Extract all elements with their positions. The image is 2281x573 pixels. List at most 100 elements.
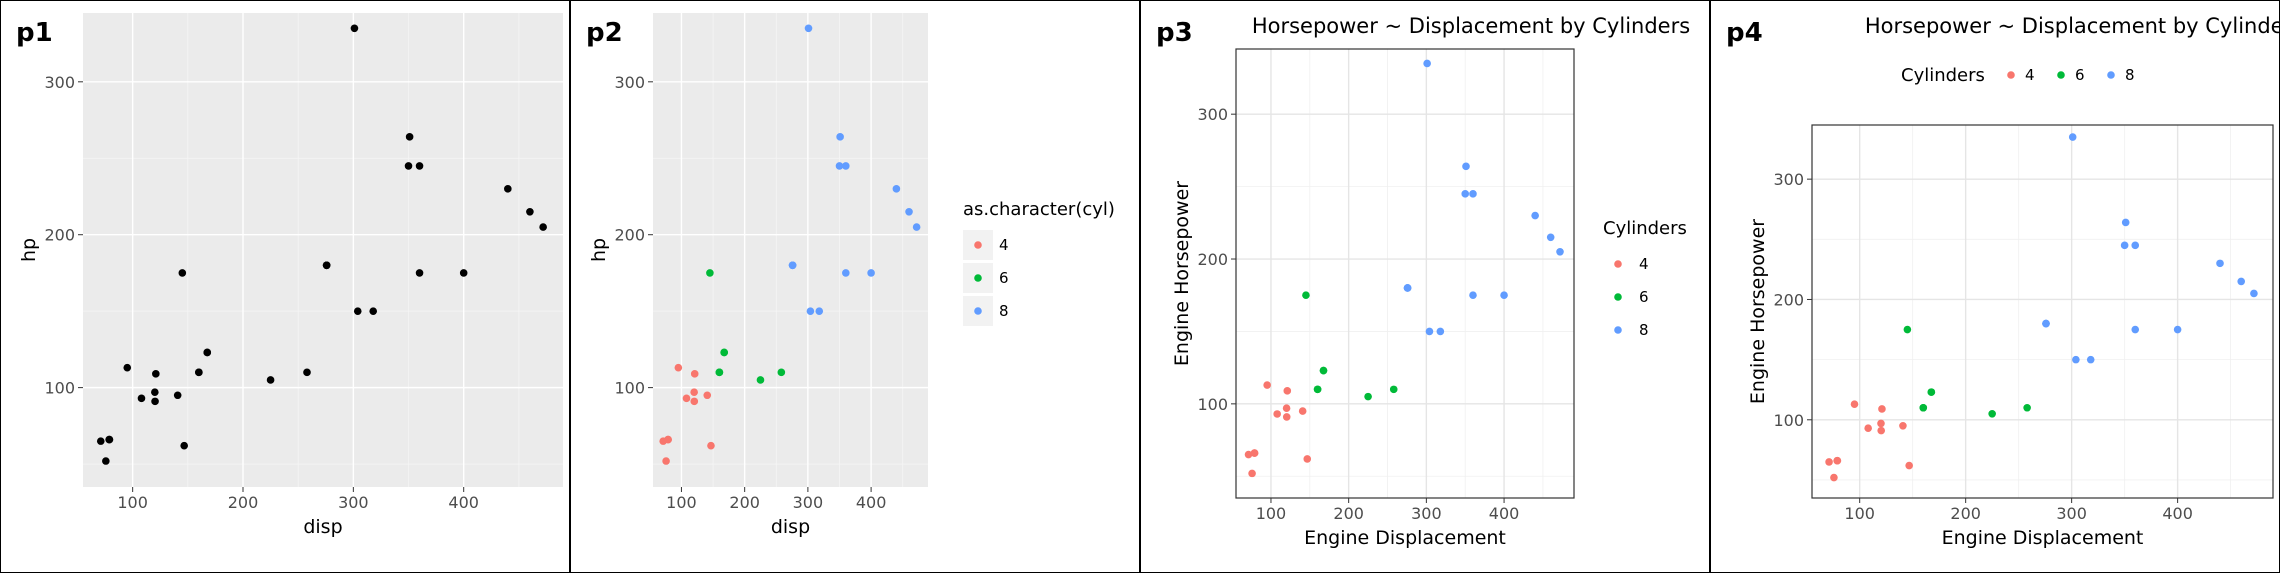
data-point bbox=[892, 185, 901, 193]
data-point bbox=[1833, 456, 1842, 465]
data-point bbox=[2023, 403, 2031, 412]
data-point bbox=[1403, 284, 1412, 292]
data-point bbox=[756, 376, 765, 384]
data-point bbox=[459, 269, 468, 277]
x-tick-label: 300 bbox=[1411, 504, 1442, 523]
data-point bbox=[96, 437, 105, 445]
legend-label: 4 bbox=[2025, 66, 2035, 84]
data-point bbox=[152, 370, 160, 378]
data-point bbox=[1389, 385, 1398, 394]
data-point bbox=[151, 397, 159, 406]
legend-label: 8 bbox=[2125, 66, 2135, 84]
x-tick-label: 200 bbox=[729, 493, 760, 512]
legend-key bbox=[1614, 293, 1622, 301]
data-point bbox=[1850, 400, 1859, 408]
data-point bbox=[266, 376, 275, 384]
x-tick-label: 300 bbox=[338, 493, 369, 512]
data-point bbox=[2131, 241, 2140, 250]
x-tick-label: 300 bbox=[793, 493, 824, 512]
data-point bbox=[690, 397, 699, 406]
data-point bbox=[1927, 388, 1936, 396]
x-tick-label: 400 bbox=[856, 493, 887, 512]
x-tick-label: 300 bbox=[2056, 504, 2087, 523]
data-point bbox=[1864, 424, 1872, 433]
data-point bbox=[369, 307, 378, 315]
data-point bbox=[788, 261, 797, 270]
data-point bbox=[1273, 410, 1281, 418]
legend-title: Cylinders bbox=[1603, 218, 1687, 239]
data-point bbox=[682, 394, 691, 403]
legend-key bbox=[2007, 71, 2015, 79]
y-axis-label: hp bbox=[588, 238, 610, 262]
legend-key bbox=[974, 307, 982, 315]
data-point bbox=[2120, 241, 2129, 250]
x-axis-label: Engine Displacement bbox=[1942, 527, 2144, 549]
data-point bbox=[203, 348, 212, 357]
data-point bbox=[690, 370, 699, 378]
x-tick-label: 200 bbox=[1333, 504, 1364, 523]
data-point bbox=[404, 162, 413, 170]
data-point bbox=[1531, 211, 1539, 220]
panel-p1: 100 200 300 400 100 200 300 disp hp p1 bbox=[0, 0, 570, 573]
data-point bbox=[1313, 385, 1322, 394]
panel-p2: 100 200 300 400 100 200 300 disp hp p2 as.characte… bbox=[570, 0, 1140, 573]
legend-key bbox=[974, 274, 982, 282]
data-point bbox=[2068, 133, 2077, 141]
data-point bbox=[2250, 289, 2258, 298]
data-point bbox=[322, 261, 331, 270]
legend-key bbox=[1614, 260, 1622, 268]
data-point bbox=[2086, 355, 2095, 364]
x-tick-label: 400 bbox=[2162, 504, 2193, 523]
y-tick-label: 100 bbox=[44, 379, 75, 398]
data-point bbox=[1461, 190, 1470, 198]
x-tick-label: 100 bbox=[1844, 504, 1875, 523]
data-point bbox=[350, 24, 359, 33]
data-point bbox=[703, 391, 712, 400]
data-point bbox=[1282, 404, 1291, 413]
data-point bbox=[151, 388, 159, 397]
data-point bbox=[707, 441, 715, 450]
data-point bbox=[1877, 419, 1885, 428]
plot-background bbox=[1812, 125, 2273, 498]
panel-label: p4 bbox=[1726, 18, 1763, 48]
x-tick-label: 200 bbox=[1950, 504, 1981, 523]
chart-svg: 100 200 300 400 100 200 300 Engine Displacement… bbox=[1726, 14, 2279, 549]
legend-label: 6 bbox=[2075, 66, 2085, 84]
data-point bbox=[504, 185, 512, 193]
data-point bbox=[1319, 366, 1328, 375]
chart-title: Horsepower ~ Displacement by Cylinders bbox=[1252, 14, 1690, 38]
y-tick-label: 200 bbox=[1773, 290, 1804, 309]
panel-p3: 100 200 300 400 100 200 300 Engine Displacement… bbox=[1140, 0, 1710, 573]
chart-svg: 100 200 300 400 100 200 300 disp hp p2 as.characte… bbox=[586, 13, 1115, 538]
data-point bbox=[1903, 325, 1912, 334]
y-axis-label: Engine Horsepower bbox=[1171, 181, 1193, 366]
data-point bbox=[1919, 403, 1928, 412]
data-point bbox=[1282, 413, 1291, 421]
data-point bbox=[1830, 473, 1838, 482]
y-tick-label: 200 bbox=[44, 226, 75, 245]
y-tick-label: 200 bbox=[1197, 250, 1228, 269]
data-point bbox=[415, 269, 424, 277]
data-point bbox=[867, 269, 875, 277]
legend-label: 4 bbox=[1639, 255, 1649, 273]
data-point bbox=[2072, 355, 2080, 364]
legend-key bbox=[974, 241, 982, 249]
y-tick-label: 100 bbox=[614, 379, 645, 398]
data-point bbox=[415, 162, 424, 170]
data-point bbox=[1500, 291, 1508, 300]
data-point bbox=[777, 368, 786, 377]
data-point bbox=[1878, 405, 1886, 413]
data-point bbox=[715, 368, 724, 377]
legend-title: as.character(cyl) bbox=[963, 199, 1115, 220]
data-point bbox=[662, 457, 670, 465]
data-point bbox=[2121, 218, 2130, 227]
data-point bbox=[1905, 461, 1913, 470]
data-point bbox=[842, 162, 850, 170]
data-point bbox=[405, 133, 414, 141]
data-point bbox=[2042, 319, 2050, 328]
panel-label: p3 bbox=[1156, 18, 1193, 48]
x-axis-label: disp bbox=[303, 516, 342, 538]
data-point bbox=[353, 307, 362, 315]
x-tick-label: 400 bbox=[1489, 504, 1520, 523]
